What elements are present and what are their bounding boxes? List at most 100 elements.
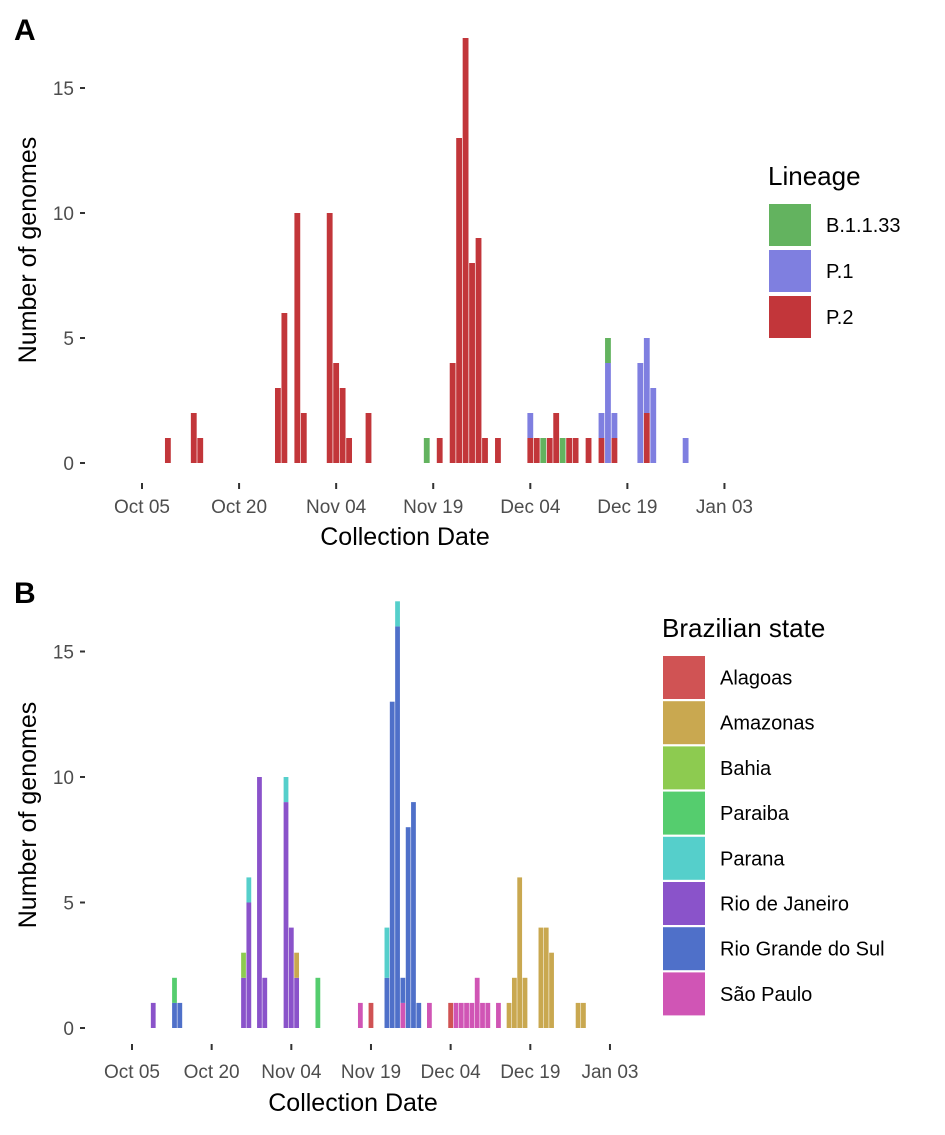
y-axis-title: Number of genomes — [14, 137, 42, 364]
bar-p-2 — [164, 438, 171, 463]
bar-paraiba — [172, 977, 177, 1003]
x-tick-label: Dec 04 — [500, 497, 561, 518]
bar-p-2 — [475, 238, 482, 463]
bar-p-1 — [650, 388, 657, 463]
bar-p-2 — [190, 413, 197, 463]
x-tick-label: Oct 20 — [184, 1062, 240, 1083]
bar-p-2 — [365, 413, 372, 463]
bar-rio-grande-do-sul — [405, 827, 411, 1028]
bar-p-2 — [553, 413, 560, 463]
bar-p-2 — [436, 438, 443, 463]
x-tick-label: Dec 19 — [597, 497, 657, 518]
bar-s-o-paulo — [469, 1002, 475, 1028]
bar-p-2 — [274, 388, 281, 463]
bar-rio-grande-do-sul — [416, 1002, 422, 1028]
bar-rio-grande-do-sul — [172, 1002, 177, 1028]
bar-s-o-paulo — [458, 1002, 464, 1028]
legend-label: Amazonas — [720, 713, 815, 735]
bar-b-1-1-33 — [540, 438, 547, 463]
bar-paraiba — [315, 977, 321, 1028]
bar-p-2 — [527, 438, 534, 463]
bar-p-2 — [533, 438, 540, 463]
panel-a: A 0 5 10 15 Oct 05 Oct 20 Nov 04 Nov 19 Dec 04 D… — [14, 14, 901, 551]
bar-rio-de-janeiro — [288, 927, 294, 1028]
bar-p-2 — [326, 213, 333, 463]
y-tick-label: 15 — [53, 643, 74, 664]
bar-rio-grande-do-sul — [389, 701, 395, 1028]
legend-swatch — [769, 296, 811, 338]
bar-rio-de-janeiro — [262, 977, 268, 1028]
legend-label: Bahia — [720, 758, 772, 780]
bar-s-o-paulo — [480, 1002, 485, 1028]
y-axis: 0 5 10 15 — [53, 79, 85, 475]
legend-swatch — [663, 927, 705, 971]
y-tick-label: 0 — [63, 454, 74, 475]
bar-amazonas — [522, 977, 528, 1028]
bar-s-o-paulo — [427, 1002, 432, 1028]
x-tick-label: Oct 05 — [114, 497, 170, 518]
bar-rio-de-janeiro — [294, 977, 300, 1028]
bar-rio-de-janeiro — [241, 977, 246, 1028]
x-axis: Oct 05 Oct 20 Nov 04 Nov 19 Dec 04 Dec 19 Jan … — [104, 1044, 638, 1083]
y-axis: 0 5 10 15 — [53, 643, 85, 1040]
panel-label: A — [14, 14, 36, 47]
legend-label: Parana — [720, 848, 785, 870]
legend-swatch — [769, 250, 811, 292]
x-tick-label: Dec 04 — [421, 1062, 482, 1083]
bar-parana — [384, 927, 390, 978]
x-tick-label: Nov 04 — [306, 497, 367, 518]
bar-rio-grande-do-sul — [177, 1002, 183, 1028]
bar-b-1-1-33 — [559, 438, 566, 463]
bar-rio-de-janeiro — [283, 802, 289, 1028]
bar-amazonas — [549, 952, 554, 1028]
bar-parana — [395, 601, 400, 627]
bar-p-1 — [637, 363, 644, 463]
bar-rio-grande-do-sul — [395, 626, 400, 1028]
bar-p-1 — [611, 413, 618, 438]
legend-swatch — [769, 204, 811, 246]
bar-rio-grande-do-sul — [411, 802, 416, 1028]
bar-s-o-paulo — [357, 1002, 363, 1028]
legend-items: B.1.1.33 P.1 P.2 — [769, 204, 901, 338]
bar-p-1 — [598, 413, 605, 438]
y-tick-label: 5 — [63, 329, 74, 350]
x-axis-title: Collection Date — [320, 523, 490, 551]
x-tick-label: Nov 19 — [403, 497, 463, 518]
x-tick-label: Oct 05 — [104, 1062, 160, 1083]
bar-p-2 — [197, 438, 204, 463]
bar-bahia — [241, 952, 246, 978]
bar-p-2 — [598, 438, 605, 463]
legend-title: Lineage — [768, 161, 861, 191]
bar-p-1 — [643, 338, 650, 413]
legend-label: São Paulo — [720, 984, 812, 1006]
bar-rio-grande-do-sul — [384, 977, 390, 1028]
bar-p-2 — [566, 438, 573, 463]
legend-swatch — [663, 791, 705, 835]
legend-swatch — [663, 972, 705, 1016]
bar-p-2 — [346, 438, 352, 463]
x-tick-label: Jan 03 — [696, 497, 753, 518]
bar-p-2 — [300, 413, 307, 463]
bar-alagoas — [448, 1002, 454, 1028]
y-axis-title: Number of genomes — [14, 702, 42, 929]
bar-alagoas — [368, 1002, 374, 1028]
legend-label: P.2 — [826, 307, 853, 329]
bars-group — [150, 601, 586, 1028]
bar-p-2 — [643, 413, 650, 463]
bar-amazonas — [543, 927, 549, 1028]
legend-swatch — [663, 656, 705, 699]
x-axis: Oct 05 Oct 20 Nov 04 Nov 19 Dec 04 Dec 19 Jan … — [114, 483, 753, 518]
x-axis-title: Collection Date — [268, 1089, 438, 1117]
bar-amazonas — [538, 927, 544, 1028]
bar-p-2 — [281, 313, 288, 463]
bar-p-2 — [449, 363, 456, 463]
bar-b-1-1-33 — [423, 438, 430, 463]
panel-label: B — [14, 577, 36, 610]
legend-label: Rio Grande do Sul — [720, 939, 885, 961]
panel-b: B 0 5 10 15 Oct 05 Oct 20 Nov 04 Nov 19 Dec 04 D… — [14, 577, 885, 1117]
bar-rio-grande-do-sul — [400, 977, 406, 1003]
legend-swatch — [663, 836, 705, 880]
legend-label: Paraiba — [720, 803, 790, 825]
bar-p-2 — [333, 363, 340, 463]
